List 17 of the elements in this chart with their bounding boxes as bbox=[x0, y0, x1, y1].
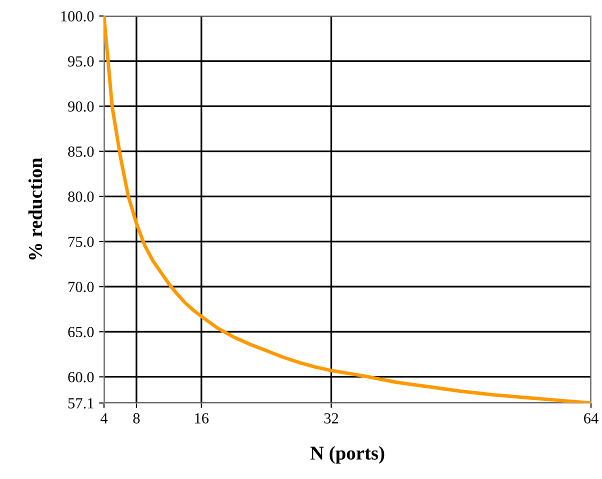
y-tick-label: 75.0 bbox=[68, 236, 94, 248]
y-axis-title: % reduction bbox=[28, 158, 42, 260]
y-tick-label: 80.0 bbox=[68, 192, 94, 202]
x-axis-title: N (ports) bbox=[310, 446, 384, 464]
y-tick-label: 100.0 bbox=[61, 11, 94, 22]
y-tick-label: 65.0 bbox=[68, 326, 94, 338]
y-tick-label: 70.0 bbox=[68, 282, 94, 292]
y-tick-label: 60.0 bbox=[68, 372, 94, 382]
x-tick-label: 4 bbox=[100, 413, 108, 424]
x-tick-label: 16 bbox=[195, 413, 209, 424]
y-tick-label: 90.0 bbox=[68, 101, 94, 112]
x-tick-label: 32 bbox=[324, 413, 338, 424]
x-tick-label: 8 bbox=[133, 413, 140, 424]
y-tick-label: 57.1 bbox=[68, 398, 94, 409]
x-tick-label: 64 bbox=[584, 413, 598, 424]
y-tick-label: 85.0 bbox=[68, 146, 94, 157]
y-tick-label: 95.0 bbox=[68, 56, 94, 67]
